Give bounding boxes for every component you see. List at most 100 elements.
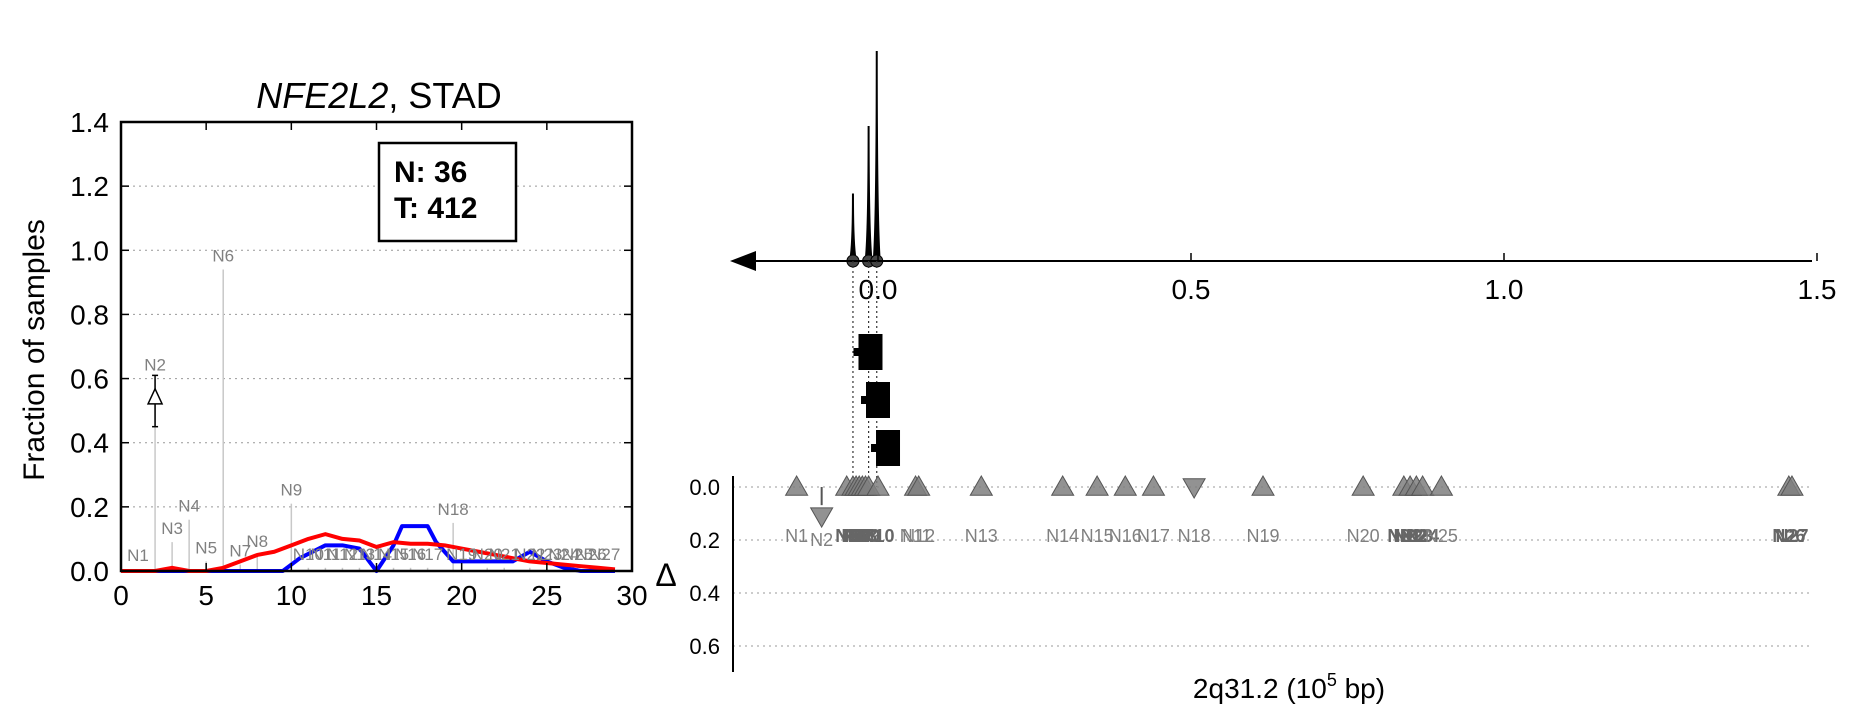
left-point-label-n2: N2: [144, 356, 166, 375]
domain-block: [866, 382, 890, 418]
mutation-marker-n2: [809, 507, 834, 529]
mutation-label-n6: N6: [848, 526, 871, 546]
lower-ticks: 0.0 0.2 0.4 0.6: [689, 475, 720, 659]
mutation-label-n1: N1: [785, 526, 808, 546]
mutation-label-n19: N19: [1246, 526, 1279, 546]
domain-notch: [853, 348, 860, 356]
left-point-label-n26: N26: [576, 545, 607, 564]
mutation-label-n3: N3: [835, 526, 858, 546]
mutation-label-n20: N20: [1347, 526, 1380, 546]
lower-y-tick-label: 0.4: [689, 581, 720, 606]
x-axis-label-suffix: bp): [1337, 673, 1385, 704]
mutation-marker-n15: [1085, 474, 1109, 496]
left-point-label-n15: N15: [378, 545, 409, 564]
mutation-label-n15: N15: [1081, 526, 1114, 546]
left-chart-title: NFE2L2, STAD: [256, 75, 501, 116]
left-ticks: 0 5 10 15 20 25 30 0.0 0.2 0.4 0.6 0.8 1.0 1.2 1.4: [70, 107, 648, 611]
right-chart: 0.0 0.5 1.0 1.5 0.0 0.2 0.4 0.6 Δ N1 N2 N3N4N5N6…: [655, 50, 1836, 704]
mutation-label-n9: N9: [857, 526, 880, 546]
mutation-marker-n14: [1050, 474, 1075, 496]
left-x-tick-label: 15: [361, 580, 392, 611]
mutation-label-n5: N5: [845, 526, 868, 546]
mutation-label-n14: N14: [1046, 526, 1079, 546]
mutation-label-n22: N22: [1394, 526, 1427, 546]
mutation-markers: [784, 474, 1804, 529]
left-y-tick-label: 0.6: [70, 364, 109, 395]
left-point-label-n25: N25: [562, 545, 593, 564]
left-point-label-n11: N11: [310, 545, 340, 564]
mutation-marker-n17: [1141, 474, 1166, 496]
left-x-tick-label: 25: [531, 580, 562, 611]
lower-y-tick-label: 0.2: [689, 528, 720, 553]
left-point-label-n12: N12: [327, 545, 358, 564]
left-point-label-n1: N1: [127, 546, 149, 565]
left-y-tick-label: 0.2: [70, 492, 109, 523]
domain-block: [876, 430, 901, 466]
mutation-label-n18: N18: [1178, 526, 1211, 546]
mutation-marker-n18: [1182, 478, 1206, 500]
top-axis-tick-label: 0.5: [1172, 274, 1211, 305]
left-stems: [154, 269, 606, 571]
left-series-line-1: [121, 532, 616, 573]
left-x-tick-label: 30: [616, 580, 647, 611]
lower-grid: [733, 486, 1812, 647]
left-point-label-n20: N20: [472, 545, 503, 564]
left-point-label-n5: N5: [195, 538, 217, 557]
mutation-marker-n12: [906, 474, 931, 496]
left-y-tick-label: 1.4: [70, 107, 109, 138]
density-peak: [864, 125, 873, 262]
delta-triangle-marker: [146, 387, 164, 405]
left-x-tick-label: 5: [198, 580, 214, 611]
top-axis-arrow: [730, 251, 756, 271]
domain-block: [858, 334, 883, 370]
left-point-label-n24: N24: [548, 545, 579, 564]
density-peak: [848, 193, 858, 262]
left-y-tick-label: 1.0: [70, 235, 109, 266]
left-point-label-n6: N6: [212, 247, 234, 266]
mutation-label-n8: N8: [854, 526, 877, 546]
mutation-marker-n19: [1251, 474, 1275, 496]
left-x-tick-label: 20: [446, 580, 477, 611]
left-point-label-n27: N27: [589, 545, 620, 564]
left-y-tick-label: 0.0: [70, 556, 109, 587]
left-chart-title-rest: , STAD: [388, 75, 501, 116]
mutation-label-n7: N7: [851, 526, 874, 546]
mutation-label-n21: N21: [1387, 526, 1420, 546]
mutation-label-n26: N26: [1772, 526, 1805, 546]
domain-notch: [861, 396, 867, 404]
left-x-tick-label: 0: [113, 580, 129, 611]
left-y-tick-label: 0.4: [70, 428, 109, 459]
right-peaks: [846, 50, 884, 268]
top-axis-tick-label: 0.0: [859, 274, 898, 305]
mutation-marker-n16: [1113, 474, 1138, 496]
left-point-label-n10: N10: [293, 545, 324, 564]
top-axis-tick-label: 1.0: [1485, 274, 1524, 305]
mutation-label-n16: N16: [1109, 526, 1142, 546]
left-point-label-n4: N4: [178, 497, 200, 516]
left-grid: [121, 185, 632, 508]
mutation-label-n23: N23: [1400, 526, 1433, 546]
mutation-label-n4: N4: [841, 526, 864, 546]
mutation-marker-n1: [784, 474, 809, 496]
mutation-label-n2: N2: [810, 530, 833, 550]
left-point-label-n19: N19: [446, 545, 477, 564]
mutation-marker-n24: [1410, 474, 1435, 496]
legend-box: N: 36 T: 412: [377, 141, 518, 243]
left-point-label-n13: N13: [344, 545, 375, 564]
left-point-label-n23: N23: [531, 545, 562, 564]
left-point-label-n18: N18: [438, 500, 469, 519]
left-point-label-n16: N16: [395, 545, 426, 564]
left-delta-marker: [146, 374, 164, 428]
mutation-label-n10: N10: [861, 526, 894, 546]
left-point-label-n8: N8: [246, 532, 268, 551]
left-point-labels: N1N2N3N4N5N6N7N8N9N10N11N12N13N14N15N16N…: [127, 247, 620, 565]
left-point-label-n17: N17: [412, 545, 443, 564]
left-y-tick-label: 1.2: [70, 171, 109, 202]
mutation-marker-n25: [1429, 474, 1454, 496]
left-y-tick-label: 0.8: [70, 299, 109, 330]
mutation-label-n17: N17: [1137, 526, 1170, 546]
left-point-label-n21: N21: [489, 545, 520, 564]
left-point-label-n7: N7: [229, 542, 251, 561]
x-axis-label-prefix: 2q31.2 (10: [1193, 673, 1327, 704]
